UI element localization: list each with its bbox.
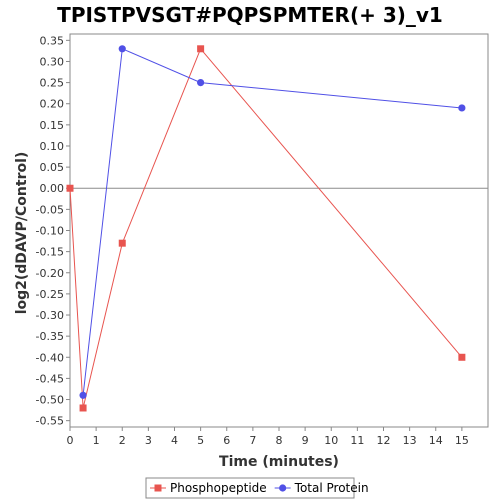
- series-line: [82, 48, 462, 396]
- y-tick-label: -0.50: [36, 394, 64, 407]
- y-tick-label: -0.40: [36, 351, 64, 364]
- y-tick-label: 0.35: [40, 34, 65, 47]
- series-layer: [66, 45, 466, 412]
- data-point-circle: [197, 78, 205, 87]
- x-tick-label: 3: [145, 434, 152, 447]
- data-point-circle: [458, 104, 466, 112]
- y-tick-label: -0.25: [36, 288, 64, 301]
- legend-marker-square: [154, 484, 162, 492]
- x-tick-label: 13: [403, 434, 417, 447]
- y-axis: 0.35 0.30 0.25 0.20 0.15 0.10 0.05 0.00 -0.05 -0.…: [36, 34, 71, 428]
- legend-label: Total Protein: [294, 481, 369, 495]
- y-tick-label: 0.15: [40, 119, 65, 132]
- x-tick-label: 2: [119, 434, 126, 447]
- data-point-circle: [118, 45, 126, 53]
- data-point-square: [79, 404, 87, 412]
- y-tick-label: -0.05: [36, 203, 64, 216]
- x-tick-label: 15: [455, 434, 469, 447]
- x-axis: 0 1 2 3 4 5 6 7 8 9 10 11 12 13 14 15: [67, 426, 488, 447]
- y-tick-label: -0.55: [36, 415, 64, 428]
- data-point-square: [197, 45, 205, 53]
- legend-box: [145, 477, 355, 499]
- y-tick-label: -0.30: [36, 309, 64, 322]
- legend-label: Phosphopeptide: [170, 481, 267, 495]
- data-point-square: [118, 239, 126, 247]
- x-tick-label: 5: [197, 434, 204, 447]
- data-point-square: [458, 353, 466, 361]
- y-tick-label: 0.05: [40, 161, 65, 174]
- y-tick-label: 0.20: [40, 98, 65, 111]
- data-point-square: [66, 184, 74, 192]
- y-tick-label: 0.25: [40, 77, 65, 90]
- y-tick-label: -0.20: [36, 267, 64, 280]
- y-tick-label: -0.45: [36, 372, 64, 385]
- chart-title: TPISTPVSGT#PQPSPMTER(+ 3)_v1: [57, 3, 443, 27]
- x-tick-label: 8: [276, 434, 283, 447]
- legend-item: Phosphopeptide: [150, 481, 267, 495]
- x-tick-label: 0: [67, 434, 74, 447]
- y-tick-label: -0.10: [36, 225, 64, 238]
- x-axis-title: Time (minutes): [219, 454, 339, 470]
- x-tick-label: 9: [302, 434, 309, 447]
- x-tick-label: 10: [324, 434, 338, 447]
- series-phosphopeptide: [66, 45, 466, 412]
- x-tick-label: 12: [377, 434, 391, 447]
- x-tick-label: 7: [249, 434, 256, 447]
- data-point-circle: [79, 391, 87, 399]
- x-tick-label: 1: [93, 434, 100, 447]
- y-tick-label: -0.35: [36, 330, 64, 343]
- y-tick-label: 0.30: [40, 55, 65, 68]
- y-axis-title: log2(dDAVP/Control): [14, 152, 30, 315]
- y-tick-label: -0.15: [36, 246, 64, 259]
- legend: Phosphopeptide Total Protein: [145, 477, 369, 499]
- x-tick-label: 6: [223, 434, 230, 447]
- x-tick-label: 14: [429, 434, 443, 447]
- legend-marker-circle: [279, 484, 287, 492]
- y-tick-label: 0.00: [40, 182, 65, 195]
- y-tick-label: 0.10: [40, 140, 65, 153]
- legend-item: Total Protein: [274, 481, 369, 495]
- plot-area: [69, 33, 489, 428]
- x-tick-label: 4: [171, 434, 178, 447]
- x-tick-label: 11: [350, 434, 364, 447]
- series-total-protein: [79, 45, 466, 399]
